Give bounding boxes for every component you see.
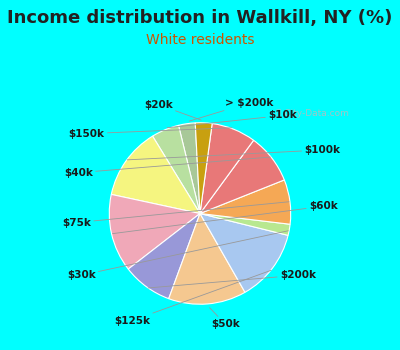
Wedge shape [200,214,290,235]
Text: $30k: $30k [67,231,288,280]
Wedge shape [195,123,212,214]
Text: $200k: $200k [148,270,316,288]
Text: $75k: $75k [62,202,289,228]
Wedge shape [169,214,245,304]
Wedge shape [109,194,200,269]
Wedge shape [111,136,200,214]
Text: $60k: $60k [112,201,338,234]
Text: $50k: $50k [210,308,240,329]
Wedge shape [200,214,288,292]
Text: Income distribution in Wallkill, NY (%): Income distribution in Wallkill, NY (%) [7,9,393,27]
Wedge shape [200,180,291,224]
Text: ⓘ City-Data.com: ⓘ City-Data.com [276,109,349,118]
Text: $10k: $10k [167,111,297,128]
Wedge shape [200,140,284,214]
Text: White residents: White residents [146,33,254,47]
Wedge shape [200,124,254,214]
Text: $100k: $100k [127,145,340,160]
Wedge shape [152,125,200,214]
Text: $150k: $150k [69,128,232,139]
Text: $40k: $40k [64,157,270,178]
Text: $20k: $20k [144,100,201,120]
Wedge shape [178,123,200,214]
Text: $125k: $125k [114,270,271,326]
Text: > $200k: > $200k [189,98,274,121]
Wedge shape [128,214,200,299]
